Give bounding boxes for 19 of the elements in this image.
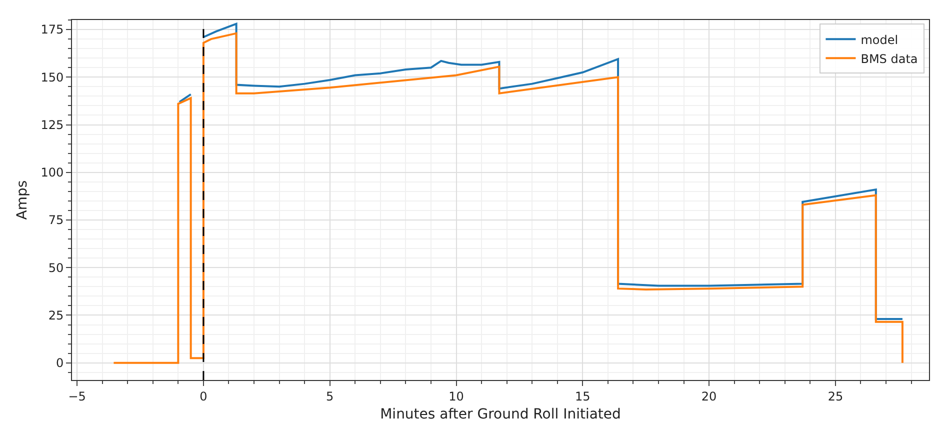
y-tick-label: 150 <box>40 70 64 84</box>
y-tick-label: 100 <box>40 166 64 180</box>
x-tick-label: 15 <box>575 389 590 404</box>
x-tick-label: 20 <box>701 389 717 404</box>
y-tick-label: 0 <box>56 356 64 370</box>
x-tick-label: 25 <box>828 389 844 404</box>
x-tick-label: 10 <box>448 389 464 404</box>
x-tick-label: 0 <box>200 389 208 404</box>
y-axis-title: Amps <box>14 180 30 220</box>
x-axis-title: Minutes after Ground Roll Initiated <box>380 406 621 423</box>
y-tick-label: 175 <box>40 22 64 37</box>
legend-label: BMS data <box>860 52 918 66</box>
x-tick-label: 5 <box>326 389 334 404</box>
x-tick-label: −5 <box>68 389 86 404</box>
y-tick-label: 50 <box>48 260 64 275</box>
y-tick-label: 25 <box>48 308 64 322</box>
legend-label: model <box>860 32 898 47</box>
y-tick-label: 125 <box>40 118 64 132</box>
y-tick-label: 75 <box>48 213 64 228</box>
